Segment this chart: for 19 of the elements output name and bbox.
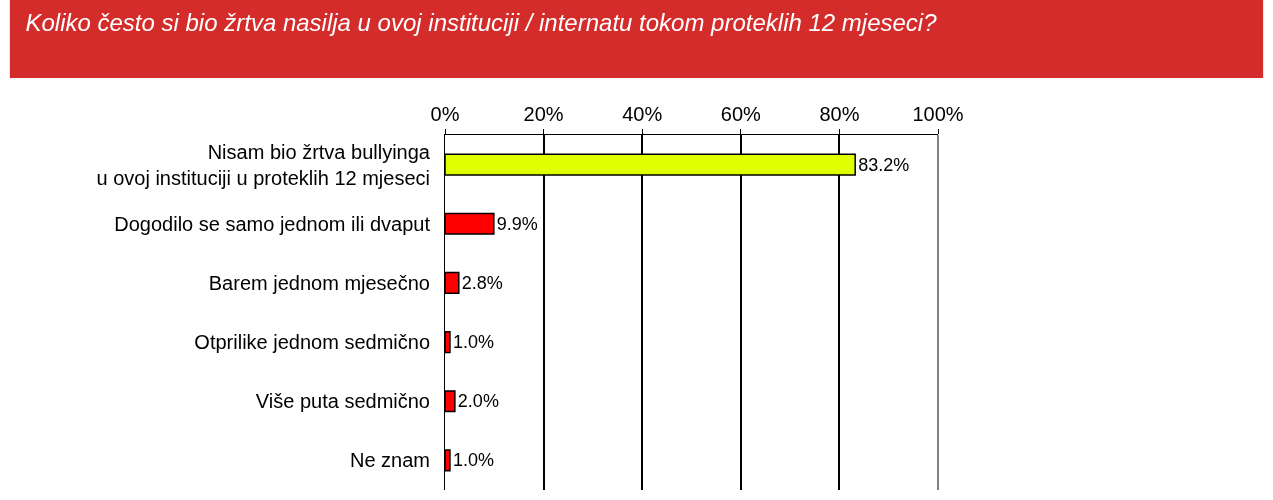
- x-tick-label: 100%: [912, 103, 964, 125]
- data-label: 2.0%: [457, 391, 499, 412]
- y-tick-label: Više puta sedmično: [255, 390, 430, 413]
- data-label: 1.0%: [452, 450, 494, 471]
- x-tick-label: 0%: [430, 103, 460, 125]
- y-tick-label: Ne znam: [349, 449, 430, 472]
- data-label: 2.8%: [461, 272, 503, 293]
- y-tick-label: Dogodilo se samo jednom ili dvaput: [114, 212, 431, 235]
- x-tick-label: 40%: [622, 103, 663, 125]
- y-tick-label: Otprilike jednom sedmično: [194, 331, 430, 354]
- data-label: 1.0%: [452, 332, 494, 353]
- data-label: 9.9%: [496, 213, 538, 234]
- y-tick-label: Barem jednom mjesečno: [208, 271, 430, 294]
- x-tick-label: 80%: [819, 103, 860, 125]
- data-label: 83.2%: [858, 154, 910, 175]
- x-tick-label: 60%: [720, 103, 762, 125]
- chart-title: Koliko često si bio žrtva nasilja u ovoj instituciji / internatu tokom proteklih 12 mjeseci?: [25, 8, 938, 36]
- y-tick-label: Nisam bio žrtva bullyinga u ovoj instituciji u proteklih 12 mjeseci: [96, 140, 431, 189]
- x-tick-label: 20%: [523, 103, 564, 125]
